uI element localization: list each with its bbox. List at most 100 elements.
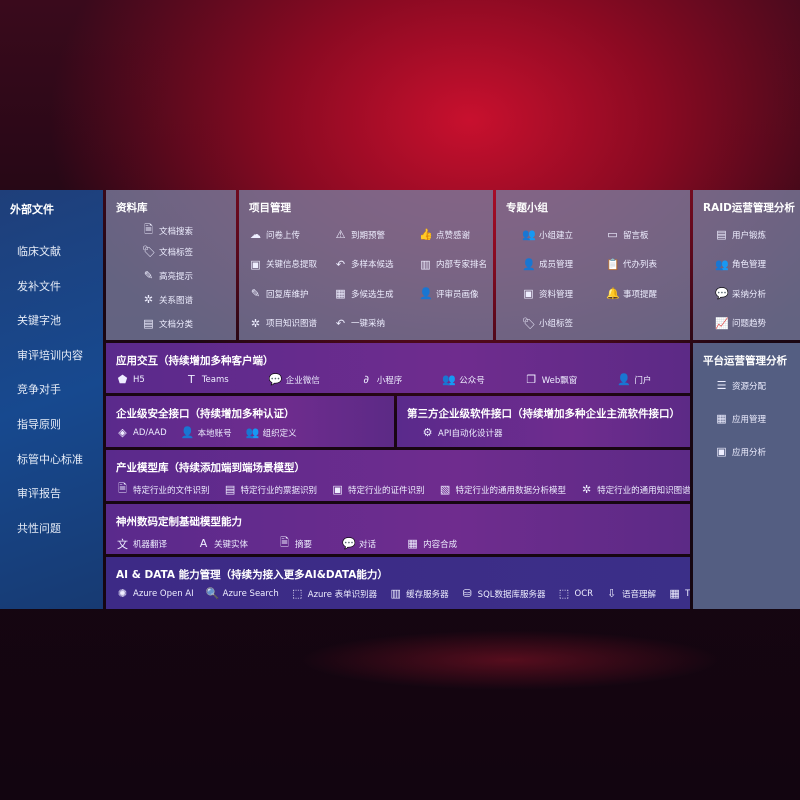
group-item[interactable]: 👥 小组建立 (522, 228, 573, 241)
base-item[interactable]: ▦ 内容合成 (406, 537, 457, 550)
panel-title: 应用交互（持续增加多种客户端） (116, 355, 274, 367)
industry-item[interactable]: ✲ 特定行业的通用知识图谱模型 (580, 483, 690, 496)
ocr-icon: ⬚ (558, 587, 570, 600)
project-item[interactable]: ☁ 问卷上传 (249, 228, 300, 241)
app-item[interactable]: ∂ 小程序 (360, 373, 402, 386)
platform-item[interactable]: ▣ 应用分析 (715, 445, 766, 458)
library-item[interactable]: ✎ 高亮提示 (142, 269, 193, 282)
industry-item[interactable]: ▣ 特定行业的证件识别 (331, 483, 424, 496)
aidata-item[interactable]: ▦ TTS (668, 587, 690, 600)
industry-item[interactable]: ▤ 特定行业的票据识别 (224, 483, 317, 496)
base-item[interactable]: 文机器翻译 (116, 536, 167, 552)
project-item[interactable]: ⚠ 到期预警 (334, 228, 385, 241)
industry-item[interactable]: 🗎 特定行业的文件识别 (116, 480, 209, 499)
aidata-item[interactable]: ⬚ OCR (558, 587, 593, 600)
app-item[interactable]: 💬 企业微信 (269, 373, 320, 386)
security-item[interactable]: 👥 组织定义 (246, 426, 297, 439)
sidebar-item[interactable]: 临床文献 (17, 245, 61, 258)
sidebar-item[interactable]: 标管中心标准 (17, 452, 83, 466)
sidebar-item[interactable]: 共性问题 (17, 521, 61, 535)
aidata-item[interactable]: 🔍 Azure Search (206, 587, 279, 600)
item-label: 事项提醒 (623, 289, 658, 300)
app-item[interactable]: ❐ Web飘窗 (525, 373, 577, 386)
reply-icon: ↶ (335, 316, 346, 330)
aidata-item[interactable]: ⬚ Azure 表单识别器 (291, 587, 377, 600)
library-item[interactable]: ▤ 文档分类 (142, 317, 193, 330)
item-label: Azure Open AI (133, 588, 194, 599)
pen-icon: ✎ (143, 269, 154, 282)
raid-item[interactable]: ▤ 用户锻炼 (715, 228, 766, 241)
item-label: 语音理解 (622, 589, 657, 600)
panel-title: 平台运营管理分析 (703, 355, 787, 367)
project-item[interactable]: ▥ 内部专家排名 (419, 258, 487, 271)
raid-item[interactable]: 💬 采纳分析 (715, 287, 766, 300)
alarm-icon: ⚠ (335, 228, 346, 241)
sidebar-item[interactable]: 指导原则 (17, 417, 61, 431)
aidata-item[interactable]: ⛁ SQL数据库服务器 (461, 587, 546, 600)
group-item[interactable]: 📋 代办列表 (606, 258, 657, 271)
industry-item[interactable]: ▧ 特定行业的通用数据分析模型 (439, 483, 566, 496)
item-label: 成员管理 (539, 260, 574, 270)
sidebar-item[interactable]: 审评报告 (17, 487, 61, 501)
folder-icon: ▣ (523, 287, 534, 300)
document-list-icon: ▤ (143, 317, 154, 330)
platform-item[interactable]: ▦ 应用管理 (715, 412, 766, 425)
item-label: Teams (201, 374, 229, 385)
group-icon: 👥 (522, 228, 536, 241)
raid-item[interactable]: 📈 问题趋势 (715, 317, 766, 330)
project-item[interactable]: ↶ 多样本候选 (334, 258, 394, 271)
item-label: 问题趋势 (732, 319, 767, 329)
base-item[interactable]: 💬 对话 (342, 537, 376, 550)
security-item[interactable]: 👤 本地账号 (181, 426, 232, 439)
group-item[interactable]: 🏷 小组标签 (522, 317, 573, 330)
app-item[interactable]: T Teams (185, 373, 229, 386)
cloud-upload-icon: ☁ (250, 228, 261, 241)
item-label: 缓存服务器 (406, 589, 449, 600)
org-icon: 👥 (245, 426, 260, 439)
base-item[interactable]: 🗎 摘要 (278, 534, 312, 553)
raid-item[interactable]: 👥 角色管理 (715, 258, 766, 271)
aidata-item[interactable]: ▥ 缓存服务器 (389, 587, 449, 600)
item-label: 多样本候选 (351, 260, 394, 270)
group-item[interactable]: 👤 成员管理 (522, 258, 573, 271)
aidata-item[interactable]: ✺ Azure Open AI (116, 587, 194, 600)
item-label: 门户 (634, 375, 652, 386)
sidebar-item[interactable]: 竞争对手 (17, 383, 61, 397)
member-icon: 👤 (522, 257, 536, 271)
item-label: SQL数据库服务器 (477, 589, 546, 600)
project-item[interactable]: 👍 点赞感谢 (419, 228, 470, 241)
project-item[interactable]: 👤 评审员画像 (419, 287, 479, 300)
sidebar-item[interactable]: 关键字池 (17, 314, 61, 328)
library-item[interactable]: 🗎 文档搜索 (142, 221, 193, 240)
project-item[interactable]: ▦ 多候选生成 (334, 287, 393, 300)
base-model-panel: 神州数码定制基础模型能力文机器翻译 A 关键实体 🗎 摘要 💬 对话 ▦ 内容合成 (106, 504, 690, 554)
library-item[interactable]: 🏷 文档标签 (142, 245, 193, 258)
project-item[interactable]: ▣ 关键信息提取 (249, 258, 317, 271)
panel-title: 神州数码定制基础模型能力 (116, 516, 242, 528)
item-label: 对话 (359, 539, 377, 550)
library-item[interactable]: ✲ 关系图谱 (142, 293, 193, 306)
project-item[interactable]: ✎ 回复库维护 (249, 287, 309, 300)
item-label: TTS (685, 588, 690, 599)
panel-title: 第三方企业级软件接口（持续增加多种企业主流软件接口） (407, 408, 680, 420)
item-label: 留言板 (623, 230, 649, 241)
group-item[interactable]: ▣ 资料管理 (522, 287, 573, 300)
app-item[interactable]: ⬟ H5 (116, 373, 145, 386)
thirdparty-item[interactable]: ⚙ API自动化设计器 (421, 426, 503, 439)
checklist-icon: ☰ (716, 379, 727, 392)
graph-icon: ✲ (250, 316, 261, 330)
security-item[interactable]: ◈ AD/AAD (116, 426, 166, 439)
app-item[interactable]: 👥 公众号 (442, 373, 485, 386)
sidebar-item[interactable]: 审评培训内容 (17, 348, 83, 362)
project-item[interactable]: ↶ 一键采纳 (334, 317, 385, 330)
base-item[interactable]: A 关键实体 (197, 537, 248, 550)
project-item[interactable]: ✲ 项目知识图谱 (249, 317, 317, 330)
aidata-item[interactable]: ⇩ 语音理解 (605, 587, 656, 600)
item-label: 项目知识图谱 (266, 319, 318, 329)
group-item[interactable]: ▭ 留言板 (606, 228, 649, 241)
platform-item[interactable]: ☰ 资源分配 (715, 379, 766, 392)
item-label: 组织定义 (262, 428, 297, 439)
app-item[interactable]: 👤 门户 (617, 373, 651, 386)
group-item[interactable]: 🔔 事项提醒 (606, 287, 657, 300)
sidebar-item[interactable]: 发补文件 (17, 279, 61, 293)
